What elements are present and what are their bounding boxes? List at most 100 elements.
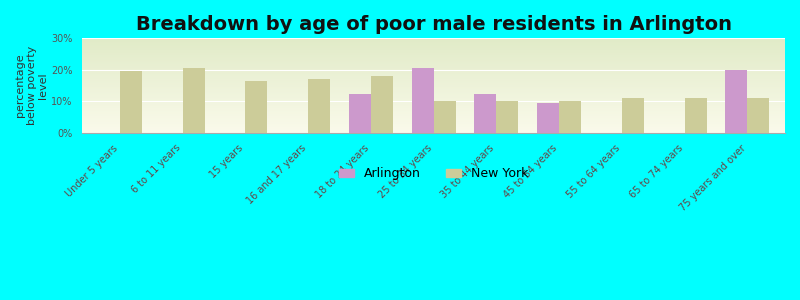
Bar — [82, 66, 785, 67]
Bar — [82, 126, 785, 127]
Bar — [82, 85, 785, 86]
Bar — [82, 51, 785, 52]
Bar — [82, 99, 785, 100]
Bar — [82, 42, 785, 43]
Bar — [82, 131, 785, 132]
Bar — [82, 76, 785, 77]
Bar — [82, 57, 785, 58]
Bar — [82, 44, 785, 45]
Bar — [82, 111, 785, 112]
Bar — [82, 119, 785, 120]
Bar — [82, 112, 785, 113]
Bar — [82, 92, 785, 93]
Bar — [82, 102, 785, 103]
Bar — [82, 121, 785, 122]
Bar — [82, 84, 785, 85]
Bar — [82, 79, 785, 80]
Bar — [82, 48, 785, 49]
Bar — [82, 120, 785, 121]
Bar — [82, 107, 785, 108]
Bar — [82, 104, 785, 105]
Bar — [412, 68, 434, 133]
Bar — [82, 47, 785, 48]
Bar — [82, 75, 785, 76]
Bar — [496, 101, 518, 133]
Bar — [82, 93, 785, 94]
Bar — [82, 116, 785, 117]
Bar — [82, 70, 785, 71]
Bar — [82, 115, 785, 116]
Bar — [82, 129, 785, 130]
Bar — [82, 89, 785, 90]
Bar — [82, 100, 785, 101]
Bar — [246, 81, 267, 133]
Bar — [82, 87, 785, 88]
Bar — [82, 90, 785, 92]
Bar — [82, 38, 785, 39]
Bar — [371, 76, 393, 133]
Bar — [82, 56, 785, 57]
Y-axis label: percentage
below poverty
level: percentage below poverty level — [15, 46, 48, 125]
Bar — [82, 64, 785, 65]
Bar — [685, 98, 706, 133]
Bar — [82, 96, 785, 97]
Bar — [82, 60, 785, 61]
Bar — [82, 127, 785, 128]
Bar — [82, 41, 785, 42]
Bar — [82, 101, 785, 102]
Bar — [82, 82, 785, 83]
Bar — [82, 110, 785, 111]
Bar — [82, 62, 785, 63]
Bar — [474, 94, 496, 133]
Bar — [82, 43, 785, 44]
Bar — [82, 52, 785, 53]
Bar — [182, 68, 205, 133]
Bar — [82, 83, 785, 84]
Bar — [308, 80, 330, 133]
Bar — [82, 59, 785, 60]
Bar — [82, 106, 785, 107]
Bar — [82, 98, 785, 99]
Bar — [434, 101, 455, 133]
Bar — [82, 74, 785, 75]
Bar — [82, 122, 785, 123]
Bar — [82, 124, 785, 125]
Bar — [622, 98, 644, 133]
Bar — [82, 86, 785, 87]
Bar — [82, 46, 785, 47]
Bar — [82, 68, 785, 69]
Bar — [82, 118, 785, 119]
Bar — [82, 95, 785, 96]
Bar — [120, 71, 142, 133]
Bar — [82, 113, 785, 114]
Bar — [82, 114, 785, 115]
Bar — [726, 70, 747, 133]
Bar — [82, 105, 785, 106]
Bar — [82, 53, 785, 54]
Bar — [82, 72, 785, 74]
Bar — [82, 61, 785, 62]
Bar — [82, 49, 785, 50]
Bar — [82, 125, 785, 126]
Bar — [82, 123, 785, 124]
Bar — [747, 98, 770, 133]
Bar — [82, 45, 785, 46]
Bar — [82, 97, 785, 98]
Bar — [82, 40, 785, 41]
Bar — [82, 39, 785, 40]
Bar — [82, 103, 785, 104]
Bar — [82, 50, 785, 51]
Title: Breakdown by age of poor male residents in Arlington: Breakdown by age of poor male residents … — [135, 15, 731, 34]
Bar — [82, 88, 785, 89]
Bar — [82, 117, 785, 118]
Bar — [82, 77, 785, 78]
Bar — [82, 65, 785, 66]
Bar — [82, 81, 785, 82]
Bar — [82, 94, 785, 95]
Bar — [82, 63, 785, 64]
Bar — [559, 101, 581, 133]
Bar — [82, 71, 785, 72]
Bar — [82, 128, 785, 129]
Bar — [82, 69, 785, 70]
Bar — [82, 132, 785, 133]
